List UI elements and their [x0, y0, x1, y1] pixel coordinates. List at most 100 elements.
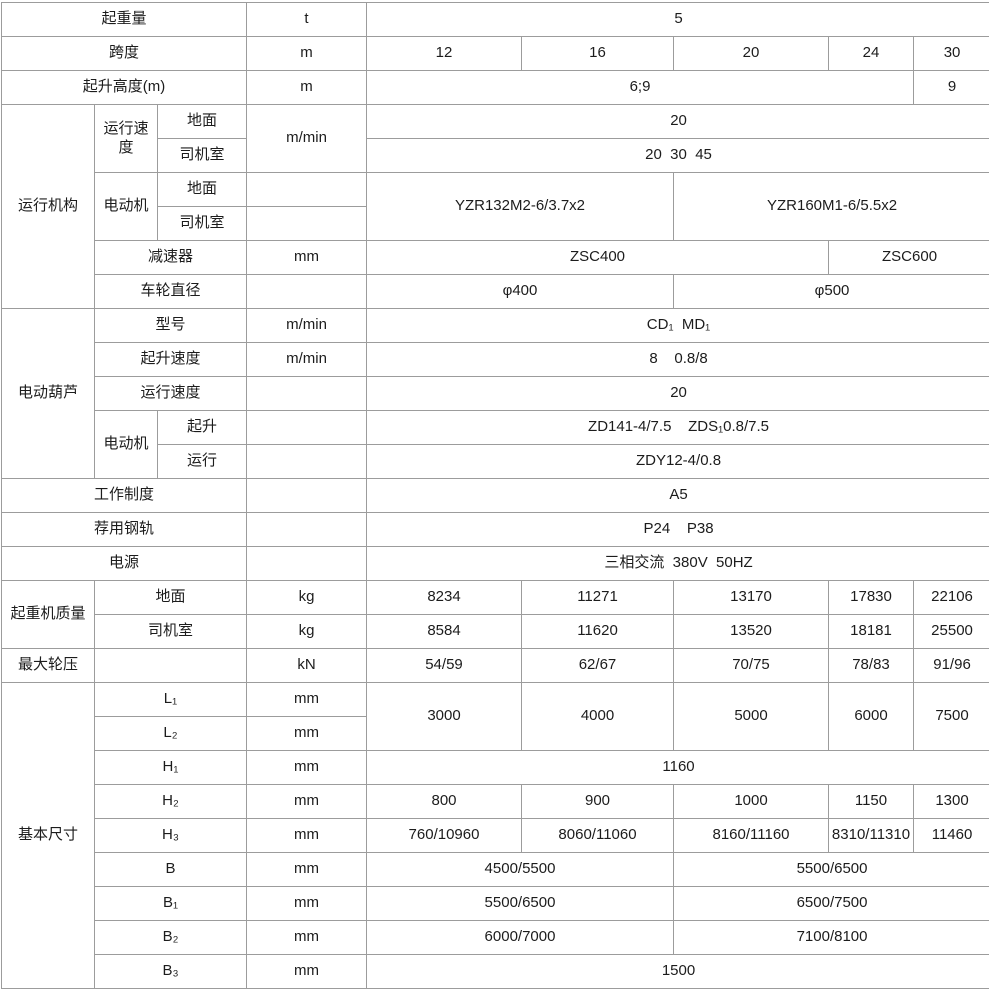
- mass-cab-value-16: 11620: [521, 614, 674, 649]
- dim-h3-label: H₃: [94, 818, 247, 853]
- reducer-value-24-30: ZSC600: [827, 240, 989, 275]
- height-value-main: 6;9: [366, 70, 914, 105]
- span-unit: m: [246, 36, 367, 71]
- mass-ground-label: 地面: [94, 580, 247, 615]
- row-travel-motor-ground: 电动机 地面 YZR132M2-6/3.7x2 YZR160M1-6/5.5x2: [2, 172, 989, 241]
- mass-ground-unit: kg: [246, 580, 367, 615]
- dim-h2-value-30: 1300: [912, 784, 989, 819]
- dim-b3-label: B₃: [94, 954, 247, 989]
- hoist-motor-travel-value: ZDY12-4/0.8: [365, 444, 989, 479]
- row-hoist-motor-lift: 电动机 起升 ZD141-4/7.5 ZDS₁0.8/7.5: [2, 410, 989, 479]
- hoist-model-unit: m/min: [246, 308, 367, 343]
- dim-h3-value-30: 11460: [912, 818, 989, 853]
- travel-speed-unit: m/min: [246, 104, 367, 173]
- row-mass-ground: 起重机质量 地面 kg 8234 11271 13170 17830 22106: [1, 580, 989, 649]
- dim-l-value-30: 7500: [912, 682, 989, 751]
- hoist-motor-lift-label: 起升: [157, 410, 247, 445]
- row-dim-l2: L₂ mm: [2, 716, 989, 751]
- power-supply-label: 电源: [1, 546, 247, 581]
- mass-ground-value-16: 11271: [521, 580, 674, 615]
- dim-b-label: B: [94, 852, 247, 887]
- height-unit: m: [246, 70, 367, 105]
- hoist-lift-speed-unit: m/min: [246, 342, 367, 377]
- reducer-value-12-20: ZSC400: [366, 240, 829, 275]
- dim-b1-unit: mm: [246, 886, 367, 921]
- dim-b3-unit: mm: [246, 954, 367, 989]
- dim-b-unit: mm: [246, 852, 367, 887]
- dim-b2-unit: mm: [246, 920, 367, 955]
- row-hoist-travel-speed: 运行速度 20: [2, 376, 989, 411]
- travel-motor-value-12-16: YZR132M2-6/3.7x2: [366, 172, 674, 241]
- dim-h2-value-16: 900: [521, 784, 674, 819]
- recommended-rail-unit-empty: [246, 512, 367, 547]
- hoist-motor-label: 电动机: [94, 410, 158, 479]
- travel-motor-value-20-30: YZR160M1-6/5.5x2: [672, 172, 989, 241]
- mass-ground-value-20: 13170: [673, 580, 829, 615]
- dim-b-value-12-16: 4500/5500: [366, 852, 674, 887]
- mass-ground-value-30: 22106: [912, 580, 989, 615]
- hoist-model-label: 型号: [94, 308, 247, 343]
- max-wheel-load-value-20: 70/75: [673, 648, 829, 683]
- dim-h1-unit: mm: [246, 750, 367, 785]
- capacity-unit: t: [246, 2, 367, 37]
- row-recommended-rail: 荐用钢轨 P24 P38: [1, 512, 989, 547]
- row-dim-h3: H₃ mm 760/10960 8060/11060 8160/11160 83…: [2, 818, 989, 853]
- dim-h2-label: H₂: [94, 784, 247, 819]
- recommended-rail-label: 荐用钢轨: [1, 512, 247, 547]
- hoist-model-value: CD₁ MD₁: [365, 308, 989, 343]
- hoist-motor-lift-value: ZD141-4/7.5 ZDS₁0.8/7.5: [365, 410, 989, 445]
- dim-b1-value-12-16: 5500/6500: [366, 886, 674, 921]
- capacity-label: 起重量: [1, 2, 247, 37]
- dim-b1-value-20-30: 6500/7500: [672, 886, 989, 921]
- row-travel-speed-cab: 司机室 20 30 45: [2, 138, 989, 173]
- row-dim-l1: 基本尺寸 L₁ mm 3000 4000 5000 6000 7500: [1, 682, 989, 989]
- dim-h3-value-24: 8310/11310: [828, 818, 914, 853]
- row-dim-h1: H₁ mm 1160: [2, 750, 989, 785]
- row-dim-b: B mm 4500/5500 5500/6500: [2, 852, 989, 887]
- dim-l-value-24: 6000: [828, 682, 914, 751]
- hoist-motor-unit-empty: [246, 444, 367, 479]
- wheel-diameter-value-12-16: φ400: [366, 274, 674, 309]
- row-travel-speed-ground: 运行机构 运行速度 地面 m/min 20: [1, 104, 989, 309]
- height-label: 起升高度(m): [1, 70, 247, 105]
- dim-h3-value-20: 8160/11160: [673, 818, 829, 853]
- travel-speed-ground-value: 20: [365, 104, 989, 139]
- dim-b2-label: B₂: [94, 920, 247, 955]
- dim-l-value-20: 5000: [673, 682, 829, 751]
- hoist-travel-speed-label: 运行速度: [94, 376, 247, 411]
- dim-h2-value-20: 1000: [673, 784, 829, 819]
- row-lifting-height: 起升高度(m) m 6;9 9: [1, 70, 989, 105]
- row-dim-b1: B₁ mm 5500/6500 6500/7500: [2, 886, 989, 921]
- travel-speed-ground-label: 地面: [157, 104, 247, 139]
- hoist-label: 电动葫芦: [1, 308, 95, 479]
- max-wheel-load-sub-empty: [94, 648, 247, 683]
- max-wheel-load-label: 最大轮压: [1, 648, 95, 683]
- capacity-value: 5: [365, 2, 989, 37]
- dim-h2-unit: mm: [246, 784, 367, 819]
- max-wheel-load-value-12: 54/59: [366, 648, 522, 683]
- reducer-unit: mm: [246, 240, 367, 275]
- dim-b1-label: B₁: [94, 886, 247, 921]
- hoist-travel-speed-value: 20: [365, 376, 989, 411]
- dim-l-value-12: 3000: [366, 682, 522, 751]
- row-hoist-lift-speed: 起升速度 m/min 8 0.8/8: [2, 342, 989, 377]
- hoist-lift-speed-value: 8 0.8/8: [365, 342, 989, 377]
- wheel-diameter-unit-empty: [246, 274, 367, 309]
- row-dim-h2: H₂ mm 800 900 1000 1150 1300: [2, 784, 989, 819]
- dim-h2-value-24: 1150: [828, 784, 914, 819]
- dim-b2-value-12-16: 6000/7000: [366, 920, 674, 955]
- max-wheel-load-value-30: 91/96: [912, 648, 989, 683]
- span-value-20: 20: [673, 36, 829, 71]
- row-capacity: 起重量 t 5: [1, 2, 989, 37]
- dim-l1-unit: mm: [246, 682, 367, 717]
- travel-motor-ground-label: 地面: [157, 172, 247, 207]
- duty-class-label: 工作制度: [1, 478, 247, 513]
- row-duty-class: 工作制度 A5: [1, 478, 989, 513]
- row-wheel-diameter: 车轮直径 φ400 φ500: [2, 274, 989, 309]
- travel-speed-label: 运行速度: [94, 104, 158, 173]
- mass-cab-value-12: 8584: [366, 614, 522, 649]
- travel-mechanism-label: 运行机构: [1, 104, 95, 309]
- row-dim-b3: B₃ mm 1500: [2, 954, 989, 989]
- hoist-travel-speed-unit-empty: [246, 376, 367, 411]
